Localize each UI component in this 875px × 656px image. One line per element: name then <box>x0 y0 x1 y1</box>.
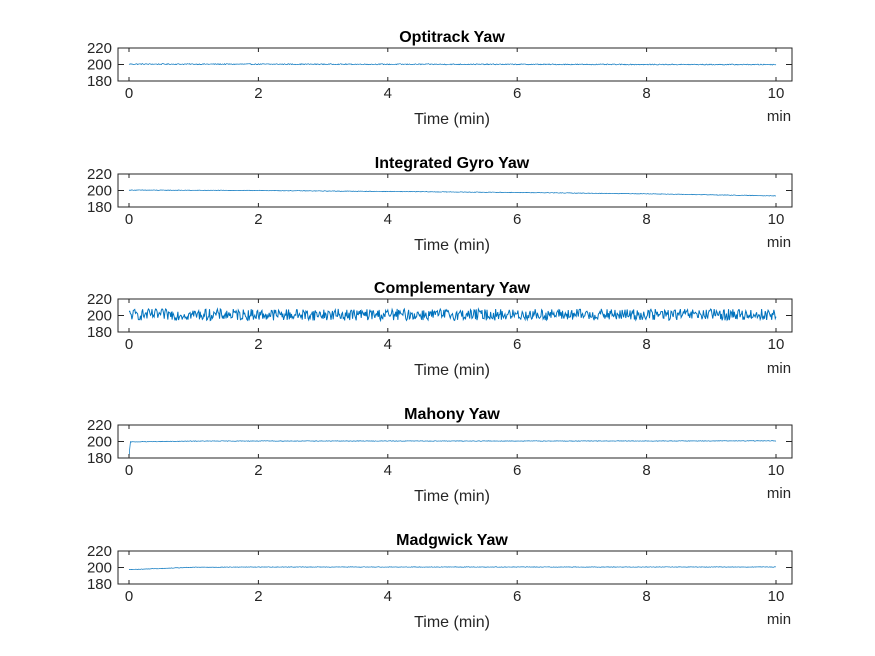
y-tick-label: 220 <box>87 166 112 183</box>
x-tick-label: 8 <box>642 588 650 605</box>
x-tick-label: 6 <box>513 211 521 228</box>
y-tick-label: 200 <box>87 434 112 451</box>
x-tick-label: 4 <box>384 462 392 479</box>
x-tick-label: 2 <box>254 462 262 479</box>
x-axis-unit: min <box>767 108 791 125</box>
y-tick-label: 180 <box>87 450 112 467</box>
x-tick-label: 2 <box>254 336 262 353</box>
y-tick-label: 200 <box>87 560 112 577</box>
y-tick-label: 200 <box>87 183 112 200</box>
x-axis-label: Time (min) <box>414 237 490 254</box>
x-axis-unit: min <box>767 611 791 628</box>
x-tick-label: 0 <box>125 211 133 228</box>
x-tick-label: 10 <box>768 588 785 605</box>
x-tick-label: 8 <box>642 211 650 228</box>
y-tick-label: 200 <box>87 57 112 74</box>
y-tick-label: 220 <box>87 417 112 434</box>
subplot-title: Complementary Yaw <box>374 280 531 297</box>
y-tick-label: 180 <box>87 199 112 216</box>
x-tick-label: 0 <box>125 588 133 605</box>
x-tick-label: 4 <box>384 336 392 353</box>
subplot-title: Mahony Yaw <box>404 406 500 423</box>
y-tick-label: 220 <box>87 40 112 57</box>
y-tick-label: 220 <box>87 291 112 308</box>
x-tick-label: 10 <box>768 462 785 479</box>
x-tick-label: 0 <box>125 85 133 102</box>
x-tick-label: 4 <box>384 588 392 605</box>
y-tick-label: 200 <box>87 308 112 325</box>
y-tick-label: 180 <box>87 324 112 341</box>
x-tick-label: 4 <box>384 211 392 228</box>
x-tick-label: 6 <box>513 462 521 479</box>
x-tick-label: 6 <box>513 336 521 353</box>
data-series-line <box>128 63 777 66</box>
x-tick-label: 8 <box>642 85 650 102</box>
subplot-title: Optitrack Yaw <box>399 29 505 46</box>
x-tick-label: 2 <box>254 85 262 102</box>
x-tick-label: 8 <box>642 336 650 353</box>
data-series-line <box>128 307 777 323</box>
y-tick-label: 180 <box>87 576 112 593</box>
x-tick-label: 0 <box>125 336 133 353</box>
x-tick-label: 10 <box>768 85 785 102</box>
x-axis-label: Time (min) <box>414 362 490 379</box>
x-tick-label: 10 <box>768 211 785 228</box>
y-tick-label: 180 <box>87 73 112 90</box>
x-axis-unit: min <box>767 360 791 377</box>
subplot-title: Madgwick Yaw <box>396 532 508 549</box>
x-tick-label: 8 <box>642 462 650 479</box>
y-tick-label: 220 <box>87 543 112 560</box>
x-tick-label: 6 <box>513 85 521 102</box>
x-tick-label: 2 <box>254 211 262 228</box>
data-series-line <box>128 189 777 197</box>
x-tick-label: 6 <box>513 588 521 605</box>
data-series-line <box>128 440 777 458</box>
x-tick-label: 0 <box>125 462 133 479</box>
x-axis-label: Time (min) <box>414 488 490 505</box>
x-axis-unit: min <box>767 485 791 502</box>
x-axis-unit: min <box>767 234 791 251</box>
x-tick-label: 2 <box>254 588 262 605</box>
data-series-line <box>128 566 777 570</box>
x-axis-label: Time (min) <box>414 111 490 128</box>
subplot-title: Integrated Gyro Yaw <box>375 155 530 172</box>
x-tick-label: 4 <box>384 85 392 102</box>
x-axis-label: Time (min) <box>414 614 490 631</box>
x-tick-label: 10 <box>768 336 785 353</box>
